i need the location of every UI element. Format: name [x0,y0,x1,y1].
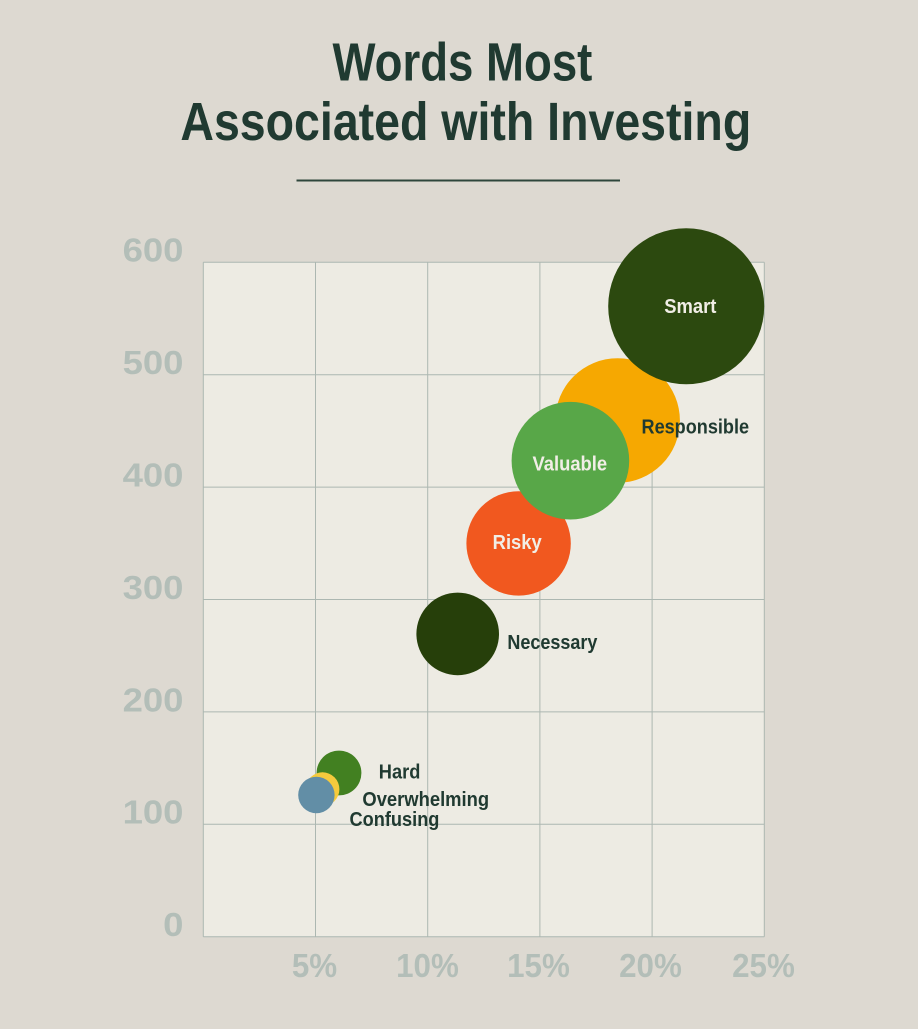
svg-text:15%: 15% [507,947,570,984]
svg-text:10%: 10% [396,947,459,984]
svg-text:Hard: Hard [379,762,421,784]
svg-text:300: 300 [123,570,184,607]
svg-text:Words Most: Words Most [332,32,592,93]
svg-text:0: 0 [163,907,183,944]
svg-text:Overwhelming: Overwhelming [362,789,489,811]
svg-text:200: 200 [123,682,184,719]
svg-text:100: 100 [123,794,184,831]
svg-text:Risky: Risky [493,533,542,555]
svg-text:500: 500 [123,345,184,382]
svg-text:Valuable: Valuable [532,454,607,476]
svg-text:Confusing: Confusing [350,809,440,831]
svg-text:25%: 25% [732,947,795,984]
svg-text:Responsible: Responsible [642,417,750,439]
svg-text:Necessary: Necessary [507,632,597,654]
svg-text:Smart: Smart [664,296,717,318]
svg-text:600: 600 [123,232,184,269]
svg-text:20%: 20% [619,947,682,984]
svg-text:Associated with Investing: Associated with Investing [180,91,751,152]
svg-text:5%: 5% [292,947,337,984]
svg-text:400: 400 [123,457,184,494]
